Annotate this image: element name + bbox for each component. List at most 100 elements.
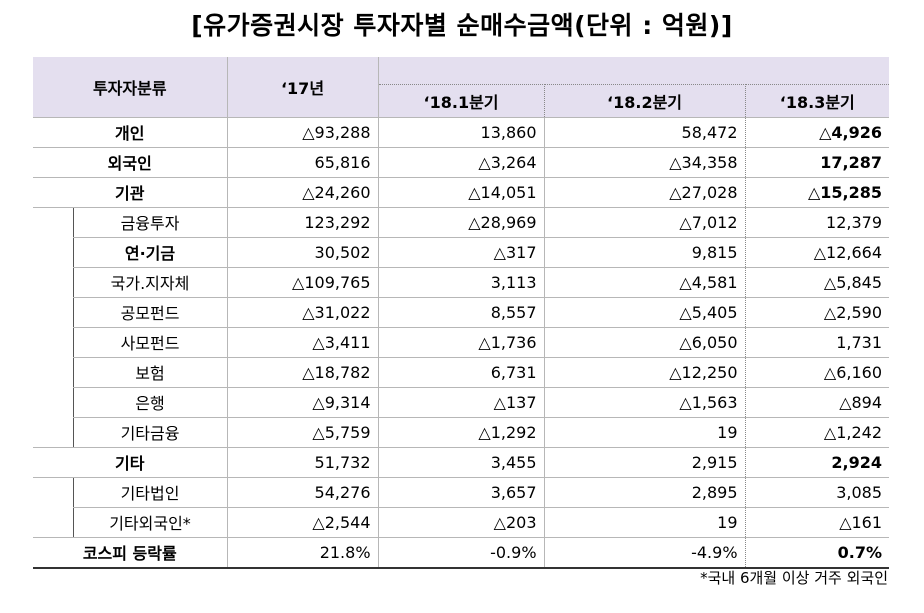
cell-value: 21.8% [226,537,379,569]
table-row: 공모펀드 △31,022 8,557 △5,405 △2,590 [33,297,890,328]
header-2018-group [378,57,890,84]
cell-value: △31,022 [226,297,379,328]
table-row: 사모펀드 △3,411 △1,736 △6,050 1,731 [33,327,890,358]
cell-value: △161 [744,507,890,538]
cell-value: △2,544 [226,507,379,538]
indent-cell [33,417,73,448]
row-sublabel: 국가.지자체 [72,267,228,298]
table-body: 개인 △93,288 13,860 58,472 △4,926 외국인 65,816 △3,2… [33,117,890,569]
row-sublabel: 보험 [72,357,228,388]
table-row: 외국인 65,816 △3,264 △34,358 17,287 [33,147,890,178]
cell-value: 9,815 [543,237,746,268]
cell-value: 0.7% [744,537,890,569]
cell-value: △5,405 [543,297,746,328]
cell-value: △3,264 [377,147,545,178]
cell-value: △15,285 [744,177,890,208]
cell-value: △28,969 [377,207,545,238]
cell-value: △137 [377,387,545,418]
cell-value: -0.9% [377,537,545,569]
cell-value: 51,732 [226,447,379,478]
cell-value: △1,292 [377,417,545,448]
cell-value: △18,782 [226,357,379,388]
row-label: 개인 [33,117,228,148]
cell-value: 2,895 [543,477,746,508]
cell-value: △1,563 [543,387,746,418]
cell-value: △93,288 [226,117,379,148]
cell-value: △9,314 [226,387,379,418]
cell-value: △27,028 [543,177,746,208]
header-2018-q2: ‘18.2분기 [544,83,746,118]
cell-value: 1,731 [744,327,890,358]
cell-value: 2,924 [744,447,890,478]
indent-cell [33,357,73,387]
cell-value: △109,765 [226,267,379,298]
cell-value: 19 [543,507,746,538]
indent-cell [33,387,73,417]
cell-value: △12,664 [744,237,890,268]
header-2017: ‘17년 [227,57,379,118]
cell-value: 17,287 [744,147,890,178]
cell-value: △894 [744,387,890,418]
row-label: 기관 [33,177,228,208]
table-row: 기타법인 54,276 3,657 2,895 3,085 [33,477,890,508]
cell-value: △24,260 [226,177,379,208]
row-label: 기타 [33,447,228,478]
cell-value: △5,845 [744,267,890,298]
cell-value: △203 [377,507,545,538]
cell-value: 3,085 [744,477,890,508]
header-2018-q3: ‘18.3분기 [745,83,890,118]
investor-net-purchase-table: 투자자분류 ‘17년 ‘18.1분기 ‘18.2분기 ‘18.3분기 개인 △93… [33,57,890,569]
cell-value: △5,759 [226,417,379,448]
row-sublabel: 금융투자 [72,207,228,238]
cell-value: △14,051 [377,177,545,208]
page-title: [유가증권시장 투자자별 순매수금액(단위 : 억원)] [191,11,733,40]
table-row: 기타금융 △5,759 △1,292 19 △1,242 [33,417,890,448]
cell-value: 65,816 [226,147,379,178]
cell-value: △6,050 [543,327,746,358]
table-row: 기관 △24,260 △14,051 △27,028 △15,285 [33,177,890,208]
cell-value: 3,657 [377,477,545,508]
row-sublabel: 사모펀드 [72,327,228,358]
table-row: 금융투자 123,292 △28,969 △7,012 12,379 [33,207,890,238]
cell-value: 58,472 [543,117,746,148]
row-label: 외국인 [33,147,228,178]
indent-cell [33,507,73,538]
cell-value: 6,731 [377,357,545,388]
cell-value: 8,557 [377,297,545,328]
cell-value: 13,860 [377,117,545,148]
cell-value: -4.9% [543,537,746,569]
footnote: *국내 6개월 이상 거주 외국인 [700,569,888,587]
table-row: 기타 51,732 3,455 2,915 2,924 [33,447,890,478]
table-row: 연·기금 30,502 △317 9,815 △12,664 [33,237,890,268]
table-row: 보험 △18,782 6,731 △12,250 △6,160 [33,357,890,388]
indent-cell [33,297,73,327]
row-sublabel: 기타외국인* [72,507,228,538]
table-row: 은행 △9,314 △137 △1,563 △894 [33,387,890,418]
cell-value: △1,242 [744,417,890,448]
cell-value: 2,915 [543,447,746,478]
indent-cell [33,207,73,237]
cell-value: 30,502 [226,237,379,268]
indent-cell [33,477,73,507]
cell-value: △2,590 [744,297,890,328]
cell-value: 3,455 [377,447,545,478]
cell-value: △12,250 [543,357,746,388]
header-2018-q1: ‘18.1분기 [378,83,545,118]
row-label: 코스피 등락률 [33,537,228,569]
cell-value: △317 [377,237,545,268]
cell-value: △4,581 [543,267,746,298]
cell-value: 19 [543,417,746,448]
cell-value: 54,276 [226,477,379,508]
cell-value: △6,160 [744,357,890,388]
cell-value: △1,736 [377,327,545,358]
row-sublabel: 기타법인 [72,477,228,508]
indent-cell [33,267,73,297]
indent-cell [33,237,73,267]
cell-value: 12,379 [744,207,890,238]
header-category: 투자자분류 [33,57,228,118]
row-sublabel: 공모펀드 [72,297,228,328]
indent-cell [33,327,73,357]
cell-value: △4,926 [744,117,890,148]
cell-value: △3,411 [226,327,379,358]
table-row: 국가.지자체 △109,765 3,113 △4,581 △5,845 [33,267,890,298]
